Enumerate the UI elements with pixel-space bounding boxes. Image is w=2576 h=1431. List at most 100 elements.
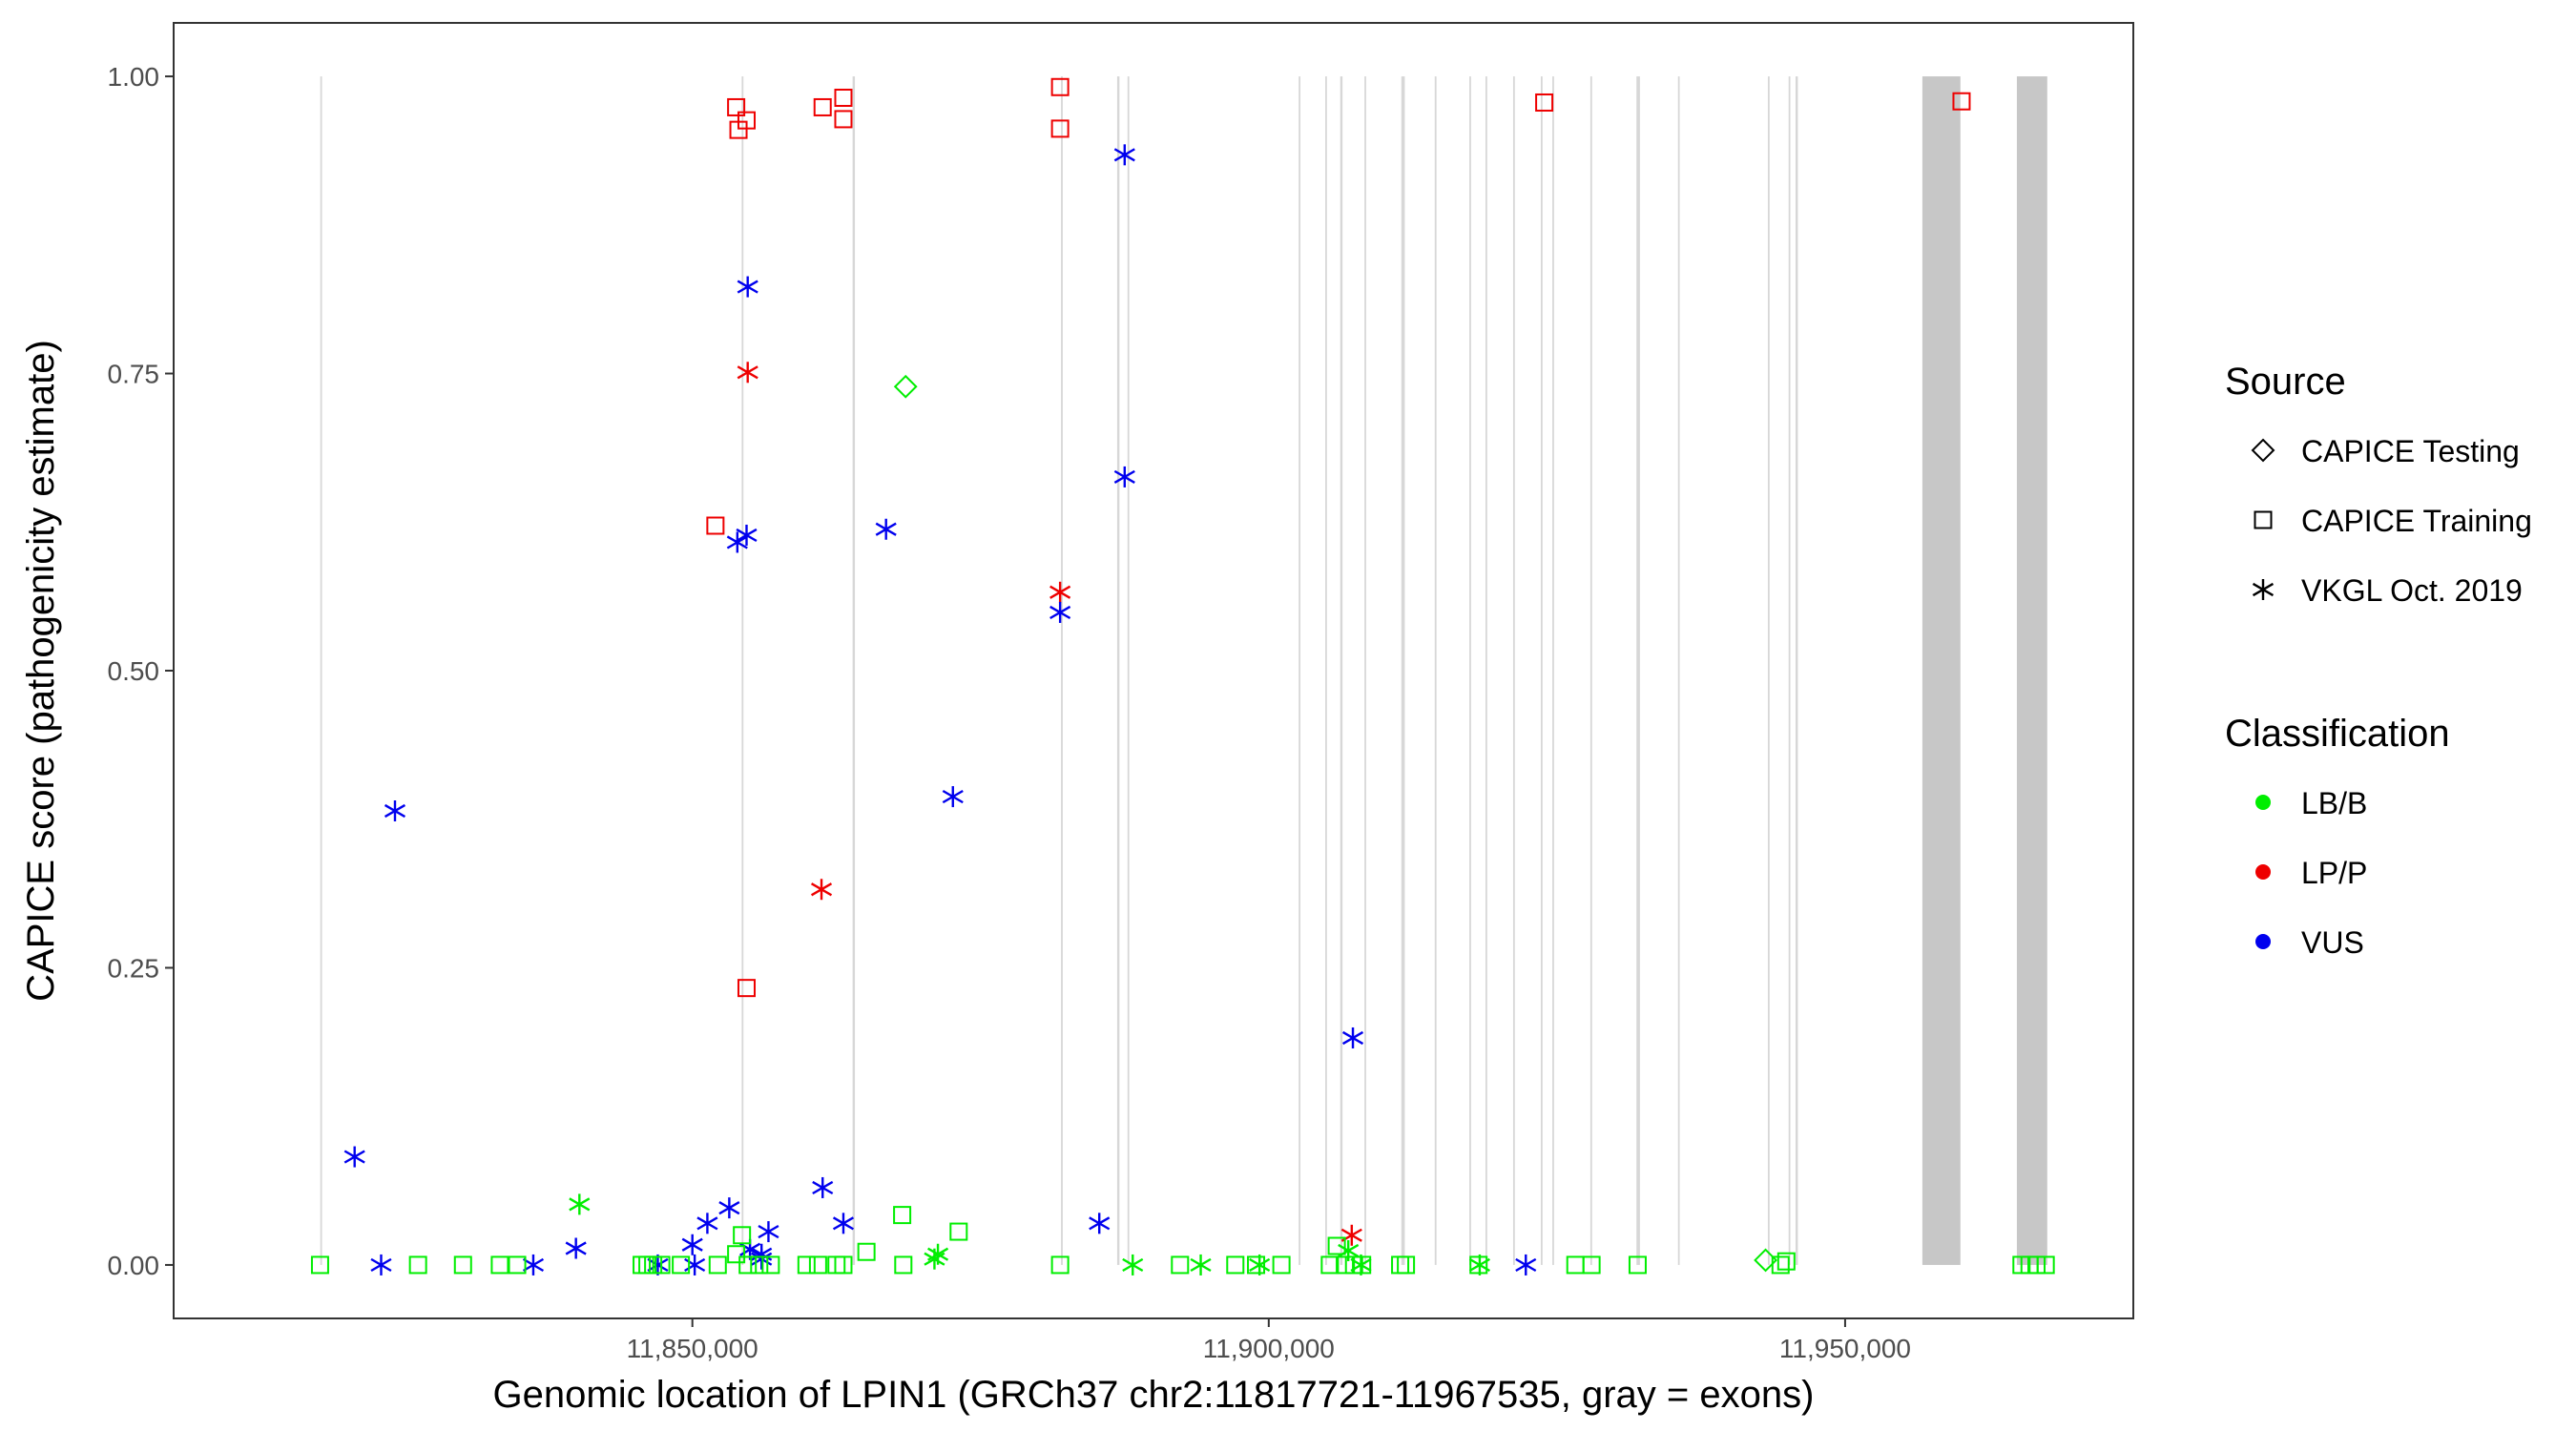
exon-band — [1540, 76, 1543, 1265]
y-tick-label: 0.75 — [108, 360, 160, 389]
data-point — [1391, 1255, 1410, 1275]
data-point — [1050, 77, 1070, 96]
data-point — [1320, 1255, 1340, 1275]
exon-band — [320, 76, 322, 1265]
legend: Source CAPICE Testing CAPICE Training VK… — [2225, 361, 2532, 960]
exon-band — [852, 76, 856, 1265]
legend-color-keys — [2255, 795, 2271, 949]
data-point — [1272, 1255, 1291, 1275]
legend-key-diamond — [2251, 438, 2275, 463]
x-tick-label: 11,850,000 — [627, 1334, 758, 1363]
data-point — [810, 879, 833, 901]
data-point — [1226, 1255, 1245, 1275]
exon-band — [1922, 76, 1961, 1265]
data-point — [1171, 1255, 1190, 1275]
exon-band — [1788, 76, 1791, 1265]
x-tick-label: 11,950,000 — [1779, 1334, 1911, 1363]
exon-band — [1677, 76, 1680, 1265]
data-point — [1327, 1236, 1346, 1255]
legend-label-lpp: LP/P — [2301, 856, 2367, 890]
legend-key-dot — [2255, 864, 2271, 880]
data-point — [2027, 1255, 2046, 1275]
exon-band — [1552, 76, 1554, 1265]
y-tick-label: 0.25 — [108, 953, 160, 983]
legend-label-capice-testing: CAPICE Testing — [2301, 434, 2520, 468]
legend-label-lbb: LB/B — [2301, 786, 2367, 820]
exon-band — [741, 76, 744, 1265]
exon-band — [1298, 76, 1301, 1265]
plot-panel-border — [173, 22, 2134, 1319]
data-point — [696, 1213, 718, 1234]
data-point — [927, 1243, 949, 1265]
exon-band — [1485, 76, 1487, 1265]
legend-title-classification: Classification — [2225, 713, 2450, 755]
data-point — [1113, 466, 1135, 487]
exon-band — [2016, 76, 2047, 1265]
data-point — [737, 979, 756, 998]
data-point — [738, 1255, 758, 1275]
data-point — [706, 516, 725, 535]
data-point — [1341, 1027, 1364, 1048]
legend-key-square — [2254, 510, 2273, 529]
legend-title-source: Source — [2225, 361, 2346, 403]
exon-bands — [320, 76, 2047, 1265]
exon-band — [1116, 76, 1120, 1265]
data-point — [708, 1255, 727, 1275]
data-point — [370, 1254, 392, 1275]
exon-band — [1795, 76, 1798, 1265]
data-point — [750, 1255, 769, 1275]
legend-label-vkgl: VKGL Oct. 2019 — [2301, 573, 2523, 608]
data-point — [508, 1255, 527, 1275]
data-point — [857, 1242, 876, 1261]
data-point — [812, 1176, 834, 1198]
data-point — [797, 1255, 816, 1275]
data-point — [875, 518, 897, 540]
data-point — [647, 1254, 669, 1275]
data-point — [761, 1255, 780, 1275]
legend-key-asterisk — [2252, 579, 2275, 600]
data-point — [1566, 1255, 1585, 1275]
data-point — [1952, 92, 1971, 111]
data-point — [1397, 1255, 1416, 1275]
data-point — [310, 1255, 329, 1275]
exon-band — [1364, 76, 1366, 1265]
data-point — [834, 110, 853, 129]
data-point — [942, 786, 964, 808]
data-point — [893, 374, 918, 399]
y-tick-label: 0.00 — [108, 1251, 160, 1280]
data-point — [726, 531, 748, 553]
data-point — [1190, 1254, 1212, 1275]
axis-ticks: 0.00 0.25 0.50 0.75 1.00 11,850,000 11,900,000… — [108, 62, 1911, 1363]
data-point — [681, 1234, 703, 1255]
data-point — [384, 800, 406, 822]
data-point — [737, 276, 758, 298]
data-point — [672, 1255, 691, 1275]
data-point — [1535, 93, 1554, 112]
data-point — [565, 1237, 587, 1259]
data-point — [453, 1255, 472, 1275]
x-tick-label: 11,900,000 — [1203, 1334, 1335, 1363]
data-point — [633, 1255, 652, 1275]
y-axis-title: CAPICE score (pathogenicity estimate) — [20, 340, 62, 1002]
exon-band — [1401, 76, 1405, 1265]
exon-band — [1512, 76, 1515, 1265]
data-point — [1050, 119, 1070, 138]
data-point — [1049, 581, 1071, 603]
data-point — [733, 1226, 752, 1245]
data-point — [1336, 1255, 1355, 1275]
data-point — [1049, 601, 1071, 623]
exon-band — [1469, 76, 1471, 1265]
legend-key-dot — [2255, 934, 2271, 949]
data-point — [813, 97, 832, 116]
data-point — [737, 111, 756, 130]
legend-label-capice-training: CAPICE Training — [2301, 504, 2532, 538]
data-point — [832, 1213, 855, 1234]
data-point — [893, 1206, 912, 1225]
data-point — [894, 1255, 913, 1275]
data-point — [1247, 1255, 1266, 1275]
data-point — [1113, 144, 1135, 166]
data-point — [834, 88, 853, 107]
data-point — [1122, 1254, 1144, 1275]
exon-band — [1340, 76, 1343, 1265]
